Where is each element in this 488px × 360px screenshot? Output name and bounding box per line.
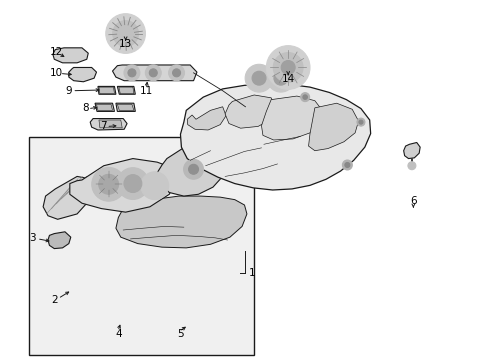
Circle shape xyxy=(149,69,157,77)
Circle shape xyxy=(168,65,184,81)
Polygon shape xyxy=(70,158,176,212)
Circle shape xyxy=(105,14,145,53)
Circle shape xyxy=(124,65,140,81)
Bar xyxy=(28,137,254,355)
Polygon shape xyxy=(119,87,134,94)
Polygon shape xyxy=(403,143,419,158)
Circle shape xyxy=(188,164,198,174)
Circle shape xyxy=(99,174,118,194)
Circle shape xyxy=(145,65,161,81)
Polygon shape xyxy=(117,86,135,94)
Text: 9: 9 xyxy=(65,86,72,96)
Circle shape xyxy=(302,95,307,99)
Circle shape xyxy=(266,64,294,92)
Circle shape xyxy=(300,93,309,102)
Circle shape xyxy=(273,71,287,85)
Circle shape xyxy=(117,168,148,199)
Polygon shape xyxy=(98,86,116,94)
Text: 4: 4 xyxy=(115,329,122,339)
Text: 11: 11 xyxy=(140,86,153,96)
Polygon shape xyxy=(69,67,96,82)
Polygon shape xyxy=(112,65,197,81)
Polygon shape xyxy=(90,118,127,130)
Text: 14: 14 xyxy=(281,74,294,84)
Circle shape xyxy=(344,162,349,167)
Circle shape xyxy=(183,159,203,179)
Circle shape xyxy=(273,53,303,82)
Circle shape xyxy=(113,21,138,46)
Circle shape xyxy=(244,64,272,92)
Text: 3: 3 xyxy=(29,233,35,243)
Polygon shape xyxy=(96,104,112,111)
Text: 2: 2 xyxy=(51,295,58,305)
Polygon shape xyxy=(308,103,358,151)
Circle shape xyxy=(342,160,352,170)
Circle shape xyxy=(358,120,362,124)
Polygon shape xyxy=(99,87,114,94)
Polygon shape xyxy=(224,95,275,128)
Text: 8: 8 xyxy=(82,103,88,113)
Polygon shape xyxy=(53,48,88,63)
Circle shape xyxy=(172,69,180,77)
Polygon shape xyxy=(180,84,370,190)
Polygon shape xyxy=(43,176,91,219)
Text: 6: 6 xyxy=(409,197,416,206)
Circle shape xyxy=(128,69,136,77)
Polygon shape xyxy=(116,196,246,248)
Text: 12: 12 xyxy=(49,47,63,57)
Circle shape xyxy=(141,172,168,199)
Circle shape xyxy=(124,175,142,193)
Text: 13: 13 xyxy=(119,39,132,49)
Polygon shape xyxy=(117,104,134,111)
Circle shape xyxy=(407,162,415,170)
Text: 7: 7 xyxy=(100,121,107,131)
Circle shape xyxy=(92,167,125,201)
Polygon shape xyxy=(95,103,114,111)
Circle shape xyxy=(266,46,309,89)
Polygon shape xyxy=(116,103,135,111)
Text: 1: 1 xyxy=(248,268,255,278)
Text: 5: 5 xyxy=(177,329,183,339)
Circle shape xyxy=(356,118,364,126)
Polygon shape xyxy=(99,120,122,128)
Polygon shape xyxy=(261,96,323,140)
Polygon shape xyxy=(157,143,227,196)
Polygon shape xyxy=(48,232,71,249)
Polygon shape xyxy=(187,107,225,130)
Circle shape xyxy=(281,60,295,75)
Circle shape xyxy=(252,71,265,85)
Text: 10: 10 xyxy=(50,68,62,78)
